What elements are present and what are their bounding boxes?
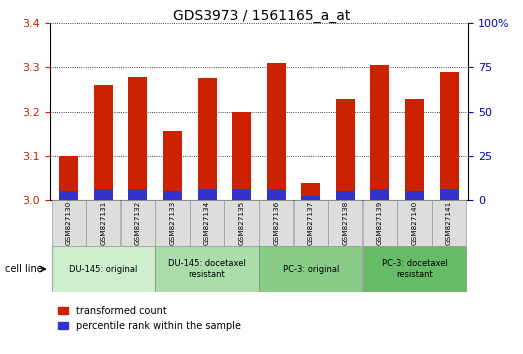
- Bar: [370, 189, 390, 200]
- Text: GSM827140: GSM827140: [412, 201, 417, 245]
- Bar: [198, 189, 217, 200]
- Text: GSM827137: GSM827137: [308, 201, 314, 245]
- Bar: [155, 246, 259, 292]
- Text: GSM827134: GSM827134: [204, 201, 210, 245]
- Bar: [232, 189, 251, 200]
- Bar: [259, 200, 293, 246]
- Text: DU-145: original: DU-145: original: [69, 264, 138, 274]
- Bar: [301, 196, 320, 200]
- Bar: [94, 85, 113, 200]
- Bar: [59, 156, 78, 200]
- Bar: [363, 246, 466, 292]
- Bar: [86, 200, 120, 246]
- Text: GSM827135: GSM827135: [238, 201, 245, 245]
- Bar: [267, 189, 286, 200]
- Bar: [397, 200, 431, 246]
- Bar: [370, 65, 390, 200]
- Bar: [52, 246, 155, 292]
- Text: GSM827133: GSM827133: [169, 201, 175, 245]
- Bar: [128, 189, 147, 200]
- Bar: [439, 189, 459, 200]
- Bar: [232, 113, 251, 200]
- Bar: [301, 183, 320, 200]
- Text: DU-145: docetaxel
resistant: DU-145: docetaxel resistant: [168, 259, 246, 279]
- Text: GSM827138: GSM827138: [343, 201, 348, 245]
- Legend: transformed count, percentile rank within the sample: transformed count, percentile rank withi…: [54, 302, 245, 335]
- Bar: [224, 200, 259, 246]
- Text: GSM827141: GSM827141: [446, 201, 452, 245]
- Bar: [259, 246, 362, 292]
- Bar: [52, 200, 86, 246]
- Bar: [59, 191, 78, 200]
- Bar: [155, 200, 189, 246]
- Bar: [405, 99, 424, 200]
- Bar: [94, 189, 113, 200]
- Bar: [163, 191, 182, 200]
- Bar: [293, 200, 328, 246]
- Text: PC-3: original: PC-3: original: [282, 264, 339, 274]
- Bar: [328, 200, 362, 246]
- Text: GSM827139: GSM827139: [377, 201, 383, 245]
- Text: cell line: cell line: [5, 264, 43, 274]
- Bar: [121, 200, 155, 246]
- Bar: [336, 99, 355, 200]
- Bar: [198, 78, 217, 200]
- Text: GSM827136: GSM827136: [273, 201, 279, 245]
- Text: GDS3973 / 1561165_a_at: GDS3973 / 1561165_a_at: [173, 9, 350, 23]
- Bar: [163, 131, 182, 200]
- Bar: [405, 191, 424, 200]
- Text: GSM827132: GSM827132: [135, 201, 141, 245]
- Text: GSM827130: GSM827130: [66, 201, 72, 245]
- Text: GSM827131: GSM827131: [100, 201, 106, 245]
- Bar: [439, 72, 459, 200]
- Bar: [336, 191, 355, 200]
- Bar: [432, 200, 466, 246]
- Bar: [128, 77, 147, 200]
- Bar: [190, 200, 224, 246]
- Bar: [267, 63, 286, 200]
- Text: PC-3: docetaxel
resistant: PC-3: docetaxel resistant: [382, 259, 447, 279]
- Bar: [363, 200, 397, 246]
